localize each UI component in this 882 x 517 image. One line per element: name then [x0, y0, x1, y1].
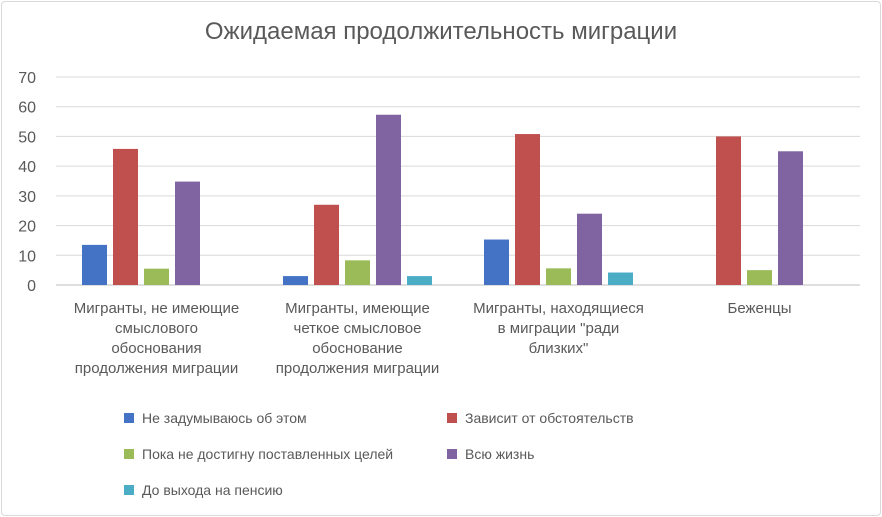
bar-3-cat-3: [546, 268, 571, 285]
y-tick-label: 40: [18, 159, 36, 176]
x-category-label-line: четкое смысловое: [293, 320, 422, 337]
legend-label: Пока не достигну поставленных целей: [142, 446, 394, 462]
legend-label: Не задумываюсь об этом: [142, 410, 307, 426]
x-category-label-line: Мигранты, имеющие: [285, 300, 430, 317]
bar-1-cat-3: [484, 239, 509, 285]
legend-swatch: [447, 449, 457, 459]
y-tick-label: 60: [18, 100, 36, 117]
bar-5-cat-2: [407, 276, 432, 285]
bar-2-cat-4: [716, 136, 741, 285]
bar-3-cat-1: [144, 268, 169, 285]
x-category-label-line: продолжения миграции: [74, 360, 239, 377]
x-category-label-line: близких": [528, 340, 589, 357]
y-tick-label: 70: [18, 70, 36, 87]
bar-1-cat-1: [82, 244, 107, 285]
x-category-label-line: Беженцы: [727, 300, 792, 317]
x-category-label-line: смыслового: [115, 320, 198, 337]
y-axis-ticks: 0 10 20 30 40 50 60 70: [18, 70, 36, 295]
x-category-label-line: обоснования: [111, 340, 202, 357]
y-tick-label: 50: [18, 129, 36, 146]
bar-4-cat-1: [175, 181, 200, 285]
bar-5-cat-3: [608, 272, 633, 285]
x-category-label: Мигранты, имеющие четкое смысловое обоснов…: [258, 299, 458, 379]
y-tick-label: 10: [18, 248, 36, 265]
x-category-label-line: Мигранты, не имеющие: [73, 300, 240, 317]
bar-4-cat-3: [577, 213, 602, 285]
bars: [82, 114, 803, 285]
legend-swatch: [124, 413, 134, 423]
legend-item: Не задумываюсь об этом: [124, 409, 307, 427]
chart-title: Ожидаемая продолжительность миграции: [204, 18, 678, 45]
legend-item: Зависит от обстоятельств: [447, 409, 634, 427]
legend-label: Всю жизнь: [465, 446, 535, 462]
bar-4-cat-4: [778, 151, 803, 285]
x-category-label-line: Мигранты, находящиеся: [473, 300, 644, 317]
x-category-label-line: продолжения миграции: [275, 360, 440, 377]
legend-label: Зависит от обстоятельств: [465, 410, 634, 426]
x-category-label: Мигранты, находящиеся в миграции "ради бли…: [459, 299, 659, 359]
legend-item: Пока не достигну поставленных целей: [124, 445, 393, 463]
bar-2-cat-2: [314, 204, 339, 285]
bar-4-cat-2: [376, 114, 401, 285]
y-tick-label: 0: [27, 278, 36, 295]
x-category-label-line: в миграции "ради: [497, 320, 620, 337]
bar-3-cat-2: [345, 260, 370, 285]
x-category-label: Беженцы: [660, 299, 860, 319]
bar-1-cat-2: [283, 276, 308, 285]
legend-swatch: [124, 485, 134, 495]
bar-2-cat-3: [515, 134, 540, 285]
bar-3-cat-4: [747, 270, 772, 285]
legend-item: До выхода на пенсию: [124, 481, 283, 499]
x-category-label-line: обоснование: [312, 340, 403, 357]
legend-label: До выхода на пенсию: [142, 482, 283, 498]
legend-swatch: [124, 449, 134, 459]
y-tick-label: 30: [18, 189, 36, 206]
x-category-label: Мигранты, не имеющие смыслового обосновани…: [57, 299, 257, 379]
legend-swatch: [447, 413, 457, 423]
legend-item: Всю жизнь: [447, 445, 534, 463]
bar-2-cat-1: [113, 148, 138, 285]
y-tick-label: 20: [18, 219, 36, 236]
